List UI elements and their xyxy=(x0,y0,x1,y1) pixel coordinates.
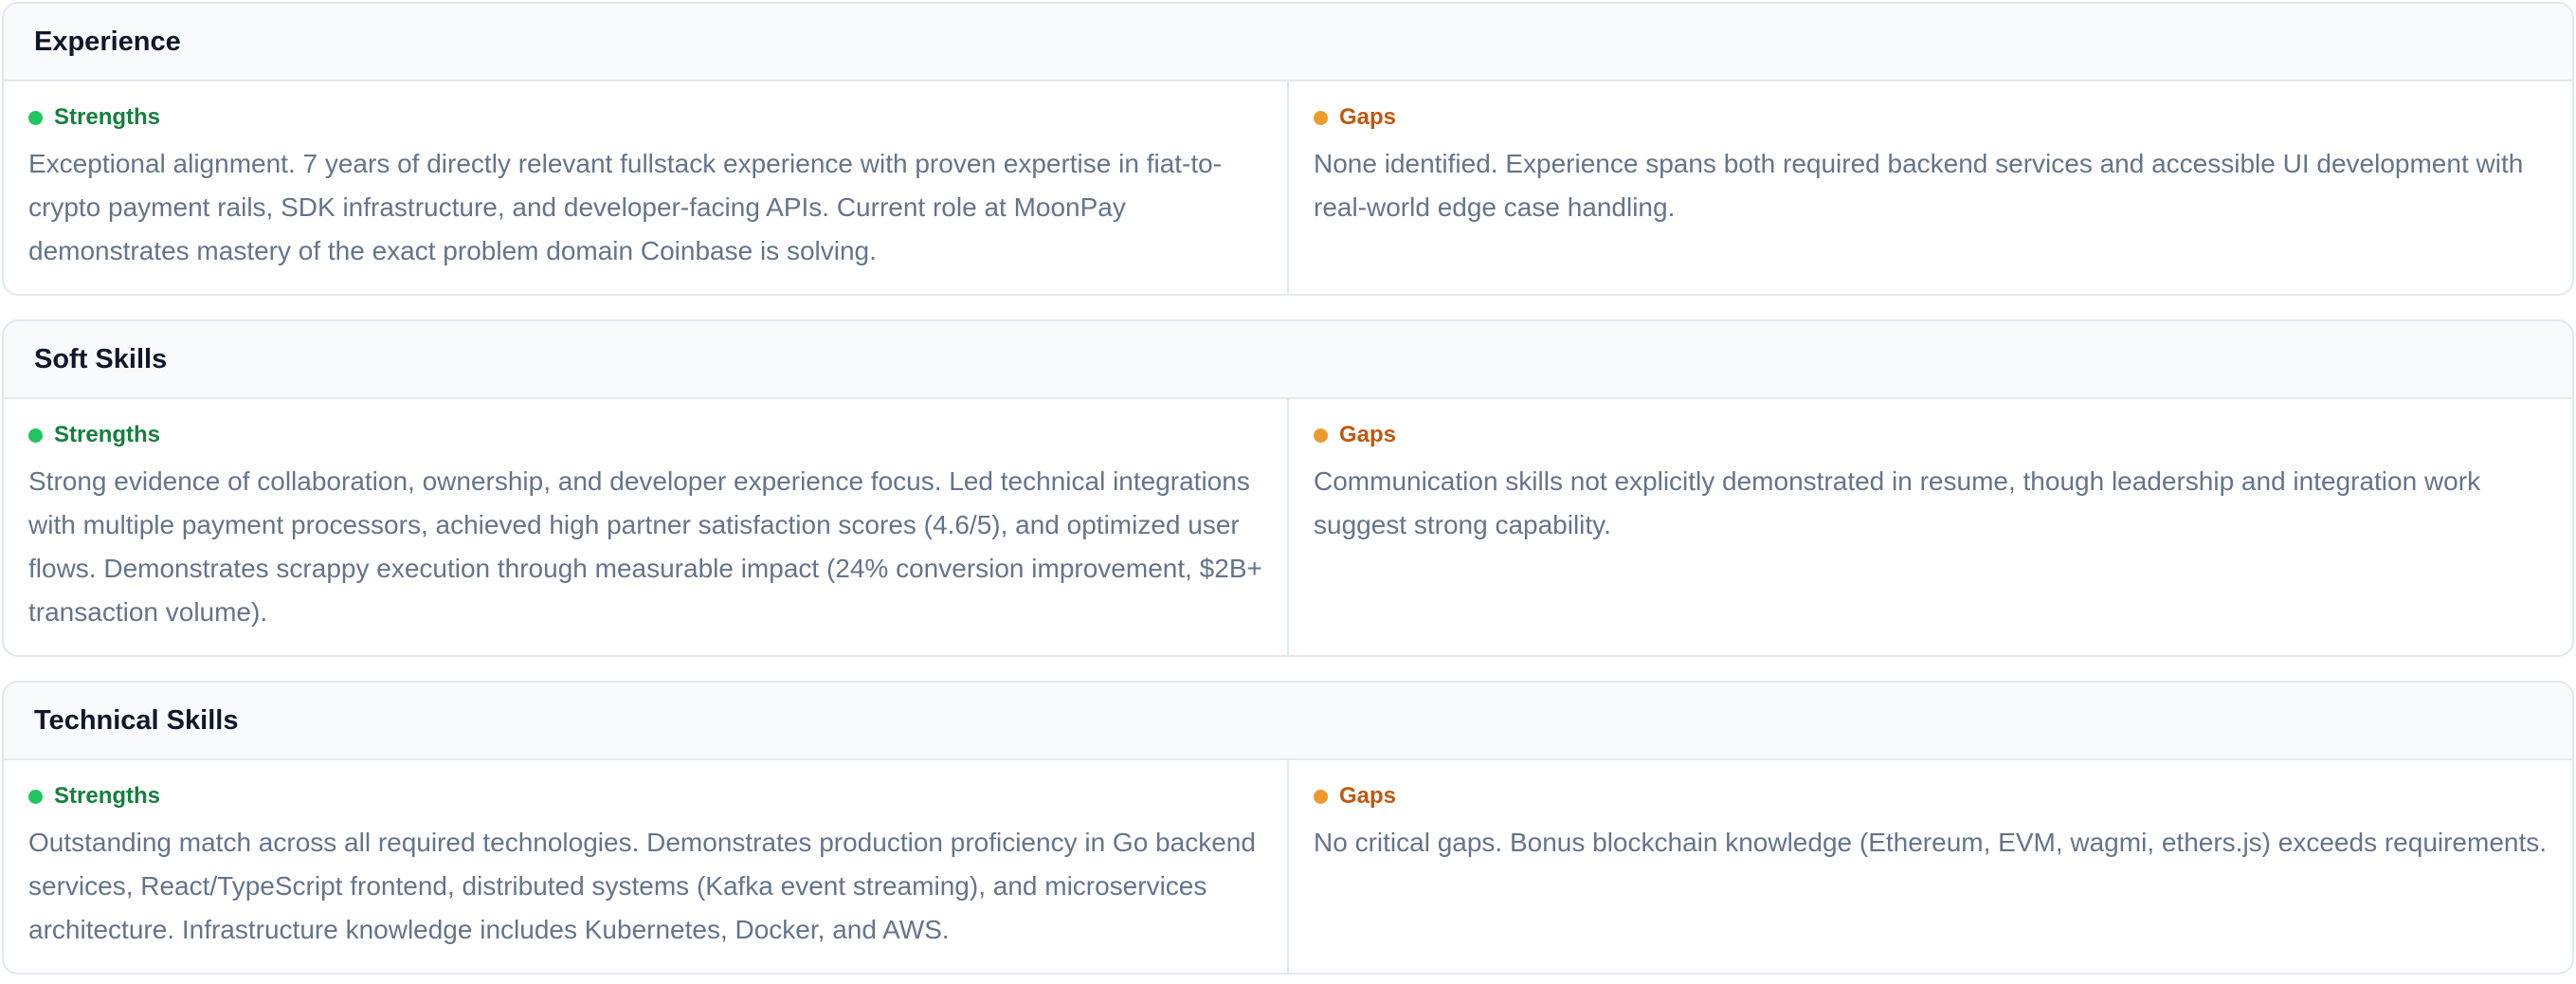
strengths-dot xyxy=(28,789,43,804)
strengths-label-row: Strengths xyxy=(28,104,1262,131)
strengths-dot xyxy=(28,428,43,443)
section-title: Soft Skills xyxy=(4,321,2572,399)
section-title: Experience xyxy=(4,4,2572,82)
gaps-dot xyxy=(1314,110,1328,125)
gaps-dot xyxy=(1314,428,1328,443)
section-body: Strengths Strong evidence of collaboratio… xyxy=(4,399,2572,655)
gaps-text: No critical gaps. Bonus blockchain knowl… xyxy=(1314,828,2548,857)
gaps-column: Gaps No critical gaps. Bonus blockchain k… xyxy=(1287,760,2572,973)
strengths-dot xyxy=(28,110,43,125)
section-body: Strengths Outstanding match across all re… xyxy=(4,760,2572,973)
section-card: Soft Skills Strengths Strong evidence of c… xyxy=(2,319,2574,657)
gaps-label-row: Gaps xyxy=(1314,104,2548,131)
gaps-column: Gaps Communication skills not explicitly … xyxy=(1287,399,2572,655)
strengths-text: Exceptional alignment. 7 years of direct… xyxy=(28,149,1223,265)
gaps-column: Gaps None identified. Experience spans bo… xyxy=(1287,82,2572,294)
gaps-text: None identified. Experience spans both r… xyxy=(1314,149,2524,222)
gaps-label: Gaps xyxy=(1339,422,1397,447)
section-card: Technical Skills Strengths Outstanding mat… xyxy=(2,681,2574,975)
gaps-label: Gaps xyxy=(1339,783,1397,809)
strengths-column: Strengths Exceptional alignment. 7 years … xyxy=(4,82,1287,294)
section-title: Technical Skills xyxy=(4,683,2572,760)
strengths-label-row: Strengths xyxy=(28,422,1262,448)
gaps-dot xyxy=(1314,789,1328,804)
section-card: Experience Strengths Exceptional alignment… xyxy=(2,2,2574,296)
gaps-label-row: Gaps xyxy=(1314,783,2548,810)
strengths-column: Strengths Strong evidence of collaboratio… xyxy=(4,399,1287,655)
strengths-label: Strengths xyxy=(54,422,161,447)
strengths-label: Strengths xyxy=(54,104,161,130)
strengths-label: Strengths xyxy=(54,783,161,809)
strengths-column: Strengths Outstanding match across all re… xyxy=(4,760,1287,973)
strengths-label-row: Strengths xyxy=(28,783,1262,810)
gaps-label-row: Gaps xyxy=(1314,422,2548,448)
strengths-text: Strong evidence of collaboration, owners… xyxy=(28,466,1262,627)
strengths-text: Outstanding match across all required te… xyxy=(28,828,1256,944)
gaps-label: Gaps xyxy=(1339,104,1397,130)
section-body: Strengths Exceptional alignment. 7 years … xyxy=(4,82,2572,294)
gaps-text: Communication skills not explicitly demo… xyxy=(1314,466,2481,539)
